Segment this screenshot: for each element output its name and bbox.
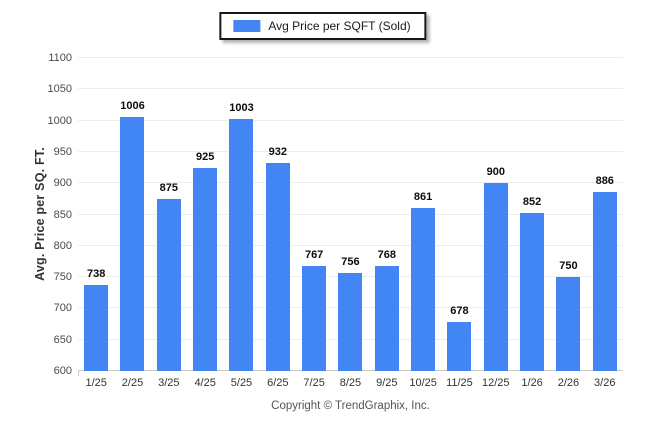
- bar: 886: [592, 175, 617, 371]
- bar-slot: 861: [405, 58, 441, 371]
- bar-value-label: 1003: [229, 101, 254, 114]
- bar: 768: [374, 249, 399, 371]
- bar-slot: 875: [151, 58, 187, 371]
- bar-slot: 932: [260, 58, 296, 371]
- axis-tick: [78, 371, 79, 376]
- y-axis-tick-label: 850: [53, 208, 72, 221]
- y-axis-tick-label: 650: [53, 333, 72, 346]
- y-axis-tick-label: 1100: [48, 52, 72, 64]
- y-axis: 600 650 700 750 800 850 900 950 1000 1050 1100: [0, 52, 72, 377]
- bar: 900: [483, 166, 508, 371]
- gridline: [78, 244, 623, 246]
- gridline: [78, 150, 623, 152]
- bar-slot: 925: [187, 58, 223, 371]
- y-axis-tick-label: 700: [53, 302, 72, 315]
- x-axis-tick-label: 6/25: [267, 377, 289, 389]
- bar: 1003: [229, 102, 254, 371]
- bar-slot: 738: [78, 58, 114, 371]
- bar: 875: [156, 182, 181, 371]
- bar-value-label: 1006: [120, 99, 145, 112]
- x-axis-tick-label: 4/25: [194, 377, 216, 389]
- plot-area: 738 1006 875 925 1003 932 767 756 768 861 678 900 85…: [78, 57, 623, 376]
- gridline: [78, 213, 623, 215]
- bar: 756: [338, 256, 363, 371]
- y-axis-tick-label: 1000: [47, 114, 72, 127]
- bar-value-label: 932: [268, 146, 287, 159]
- x-axis-tick-label: 9/25: [376, 377, 398, 389]
- x-axis-tick-label: 2/26: [557, 377, 580, 389]
- y-axis-tick-label: 600: [53, 365, 72, 377]
- bars-row: 738 1006 875 925 1003 932 767 756 768 861 678 900 85…: [78, 58, 623, 371]
- bar-slot: 767: [296, 58, 332, 371]
- y-axis-tick-label: 1050: [47, 83, 72, 96]
- bar-value-label: 678: [450, 305, 469, 318]
- bar: 750: [556, 260, 581, 371]
- x-axis-tick-label: 7/25: [303, 377, 325, 389]
- bar: 932: [265, 146, 290, 371]
- x-axis-tick-label: 1/25: [85, 377, 107, 389]
- x-axis-tick-label: 11/25: [446, 377, 473, 389]
- gridline: [78, 119, 623, 121]
- bar-slot: 756: [332, 58, 368, 371]
- bar: 925: [193, 151, 218, 371]
- gridline: [78, 88, 623, 90]
- bar-slot: 886: [587, 58, 623, 371]
- bar-value-label: 861: [413, 190, 433, 203]
- x-axis-tick-label: 5/25: [230, 377, 253, 389]
- x-axis-tick-label: 3/26: [594, 377, 616, 389]
- bar-slot: 1003: [223, 58, 259, 371]
- x-axis-tick-label: 2/25: [121, 377, 144, 389]
- y-axis-tick-label: 750: [53, 271, 72, 284]
- bar-value-label: 756: [341, 256, 360, 269]
- bar-value-label: 767: [304, 249, 324, 262]
- gridline: [78, 182, 623, 184]
- y-axis-tick-label: 950: [53, 145, 72, 158]
- bar-slot: 768: [369, 58, 405, 371]
- bar-slot: 678: [441, 58, 477, 371]
- bar-slot: 900: [478, 58, 514, 371]
- copyright-text: Copyright © TrendGraphix, Inc.: [271, 400, 430, 412]
- x-axis-tick-label: 8/25: [339, 377, 362, 389]
- bar-value-label: 925: [195, 150, 215, 163]
- bar-slot: 1006: [114, 58, 150, 371]
- legend[interactable]: Avg Price per SQFT (Sold): [219, 12, 427, 40]
- bar-slot: 750: [550, 58, 586, 371]
- bar: 1006: [120, 100, 145, 371]
- bar-value-label: 852: [522, 196, 542, 209]
- bar: 861: [411, 191, 436, 371]
- gridline: [78, 57, 623, 58]
- x-axis: 1/25 2/25 3/25 4/25 5/25 6/25 7/25 8/25 9/25 10/2…: [78, 377, 623, 389]
- bar-value-label: 900: [486, 166, 505, 179]
- y-axis-tick-label: 800: [53, 239, 72, 252]
- bar-value-label: 738: [86, 267, 106, 280]
- legend-label: Avg Price per SQFT (Sold): [268, 19, 411, 33]
- bar-value-label: 750: [559, 260, 578, 273]
- bar: 678: [447, 305, 472, 371]
- bar-value-label: 768: [377, 248, 396, 261]
- x-axis-tick-label: 10/25: [409, 377, 437, 389]
- x-axis-tick-label: 1/26: [521, 377, 543, 389]
- bar-value-label: 875: [159, 181, 178, 194]
- x-axis-tick-label: 12/25: [482, 377, 510, 389]
- bar-slot: 852: [514, 58, 550, 371]
- legend-swatch: [233, 20, 261, 32]
- bar: 852: [520, 196, 545, 371]
- y-axis-tick-label: 900: [53, 177, 72, 190]
- bar-value-label: 886: [595, 174, 614, 187]
- bar: 738: [84, 268, 109, 371]
- x-axis-tick-label: 3/25: [158, 377, 180, 389]
- bar: 767: [302, 249, 327, 371]
